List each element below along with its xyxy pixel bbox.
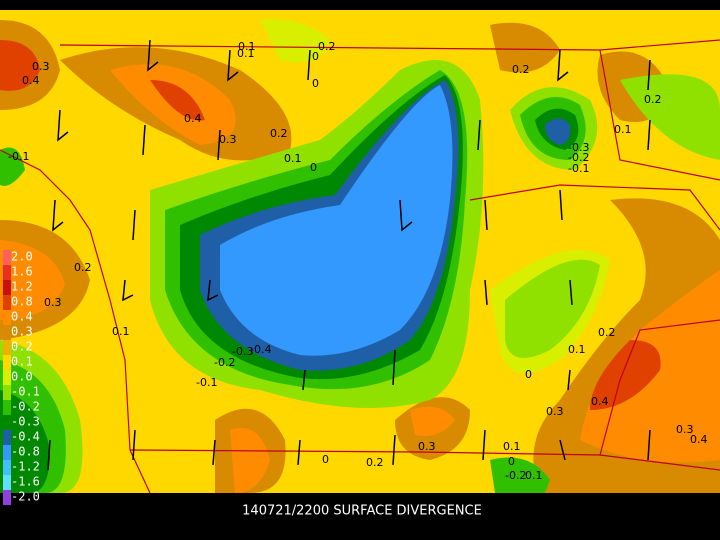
- legend-label: -0.4: [11, 430, 40, 444]
- contour-label: 0.1: [614, 123, 632, 136]
- legend: 2.01.61.20.80.40.30.20.10.0-0.1-0.2-0.3-…: [3, 250, 40, 505]
- legend-swatch: [3, 430, 11, 445]
- legend-swatch: [3, 475, 11, 490]
- map-title: 140721/2200 SURFACE DIVERGENCE: [242, 504, 482, 519]
- legend-swatch: [3, 340, 11, 355]
- legend-label: 0.2: [11, 340, 33, 354]
- legend-swatch: [3, 370, 11, 385]
- legend-label: 0.1: [11, 355, 33, 369]
- contour-label: 0.3: [546, 405, 564, 418]
- contour-label: 0.1: [503, 440, 521, 453]
- contour-labels: 0.30.40.1 0.200.40.3 0.20.1000.10.20.20.1-…: [8, 40, 708, 482]
- legend-swatch: [3, 280, 11, 295]
- contour-label: 0.3: [44, 296, 62, 309]
- legend-label: -0.8: [11, 445, 40, 459]
- legend-label: -0.2: [11, 400, 40, 414]
- legend-label: 0.0: [11, 370, 33, 384]
- legend-swatch: [3, 250, 11, 265]
- contour-label: -0.1: [568, 162, 589, 175]
- contour-label: 0.1: [568, 343, 586, 356]
- contour-label: 0.2: [512, 63, 530, 76]
- legend-label: 0.3: [11, 325, 33, 339]
- legend-label: 1.2: [11, 280, 33, 294]
- contour-label: -0.1: [196, 376, 217, 389]
- contour-label: -0.4: [250, 343, 271, 356]
- contour-label: -0.1: [8, 150, 29, 163]
- contour-label: 0.1: [112, 325, 130, 338]
- legend-label: -0.3: [11, 415, 40, 429]
- contour-label: 0: [322, 453, 329, 466]
- contour-label: -0.3: [232, 345, 253, 358]
- contour-label: 0.4: [22, 74, 40, 87]
- contour-label: 0: [508, 455, 515, 468]
- contour-label: 0.3: [676, 423, 694, 436]
- legend-swatch: [3, 385, 11, 400]
- contour-label: 0.1: [237, 47, 255, 60]
- legend-swatch: [3, 490, 11, 505]
- legend-label: 2.0: [11, 250, 33, 264]
- contour-label: -0.3: [568, 141, 589, 154]
- contour-label: 0.3: [418, 440, 436, 453]
- contour-label: -0.2: [505, 469, 526, 482]
- contour-label: 0.2: [318, 40, 336, 53]
- contour-label: 0.1: [284, 152, 302, 165]
- contour-label: 0: [525, 368, 532, 381]
- contour-label: 0.2: [366, 456, 384, 469]
- contour-label: 0.2: [270, 127, 288, 140]
- map-field: [0, 10, 720, 494]
- contour-label: 0: [310, 161, 317, 174]
- legend-swatch: [3, 355, 11, 370]
- legend-label: -2.0: [11, 490, 40, 504]
- contour-label: 0.1: [525, 469, 543, 482]
- contour-label: 0.3: [219, 133, 237, 146]
- legend-swatch: [3, 445, 11, 460]
- legend-swatch: [3, 325, 11, 340]
- contour-label: 0.4: [690, 433, 708, 446]
- legend-swatch: [3, 265, 11, 280]
- legend-label: -0.1: [11, 385, 40, 399]
- legend-label: -1.2: [11, 460, 40, 474]
- legend-swatch: [3, 415, 11, 430]
- contour-label: 0.2: [644, 93, 662, 106]
- contour-label: 0.2: [598, 326, 616, 339]
- contour-label: 0.4: [184, 112, 202, 125]
- contour-label: 0: [312, 77, 319, 90]
- legend-swatch: [3, 400, 11, 415]
- legend-swatch: [3, 295, 11, 310]
- contour-label: 0.3: [32, 60, 50, 73]
- legend-swatch: [3, 310, 11, 325]
- contour-label: 0.4: [591, 395, 609, 408]
- legend-swatch: [3, 460, 11, 475]
- contour-label: -0.2: [214, 356, 235, 369]
- legend-label: 1.6: [11, 265, 33, 279]
- contour-label: -0.2: [568, 151, 589, 164]
- legend-label: -1.6: [11, 475, 40, 489]
- contour-label: 0.1: [238, 40, 256, 53]
- contour-label: 0: [312, 50, 319, 63]
- contour-label: 0.2: [74, 261, 92, 274]
- legend-label: 0.8: [11, 295, 33, 309]
- legend-label: 0.4: [11, 310, 33, 324]
